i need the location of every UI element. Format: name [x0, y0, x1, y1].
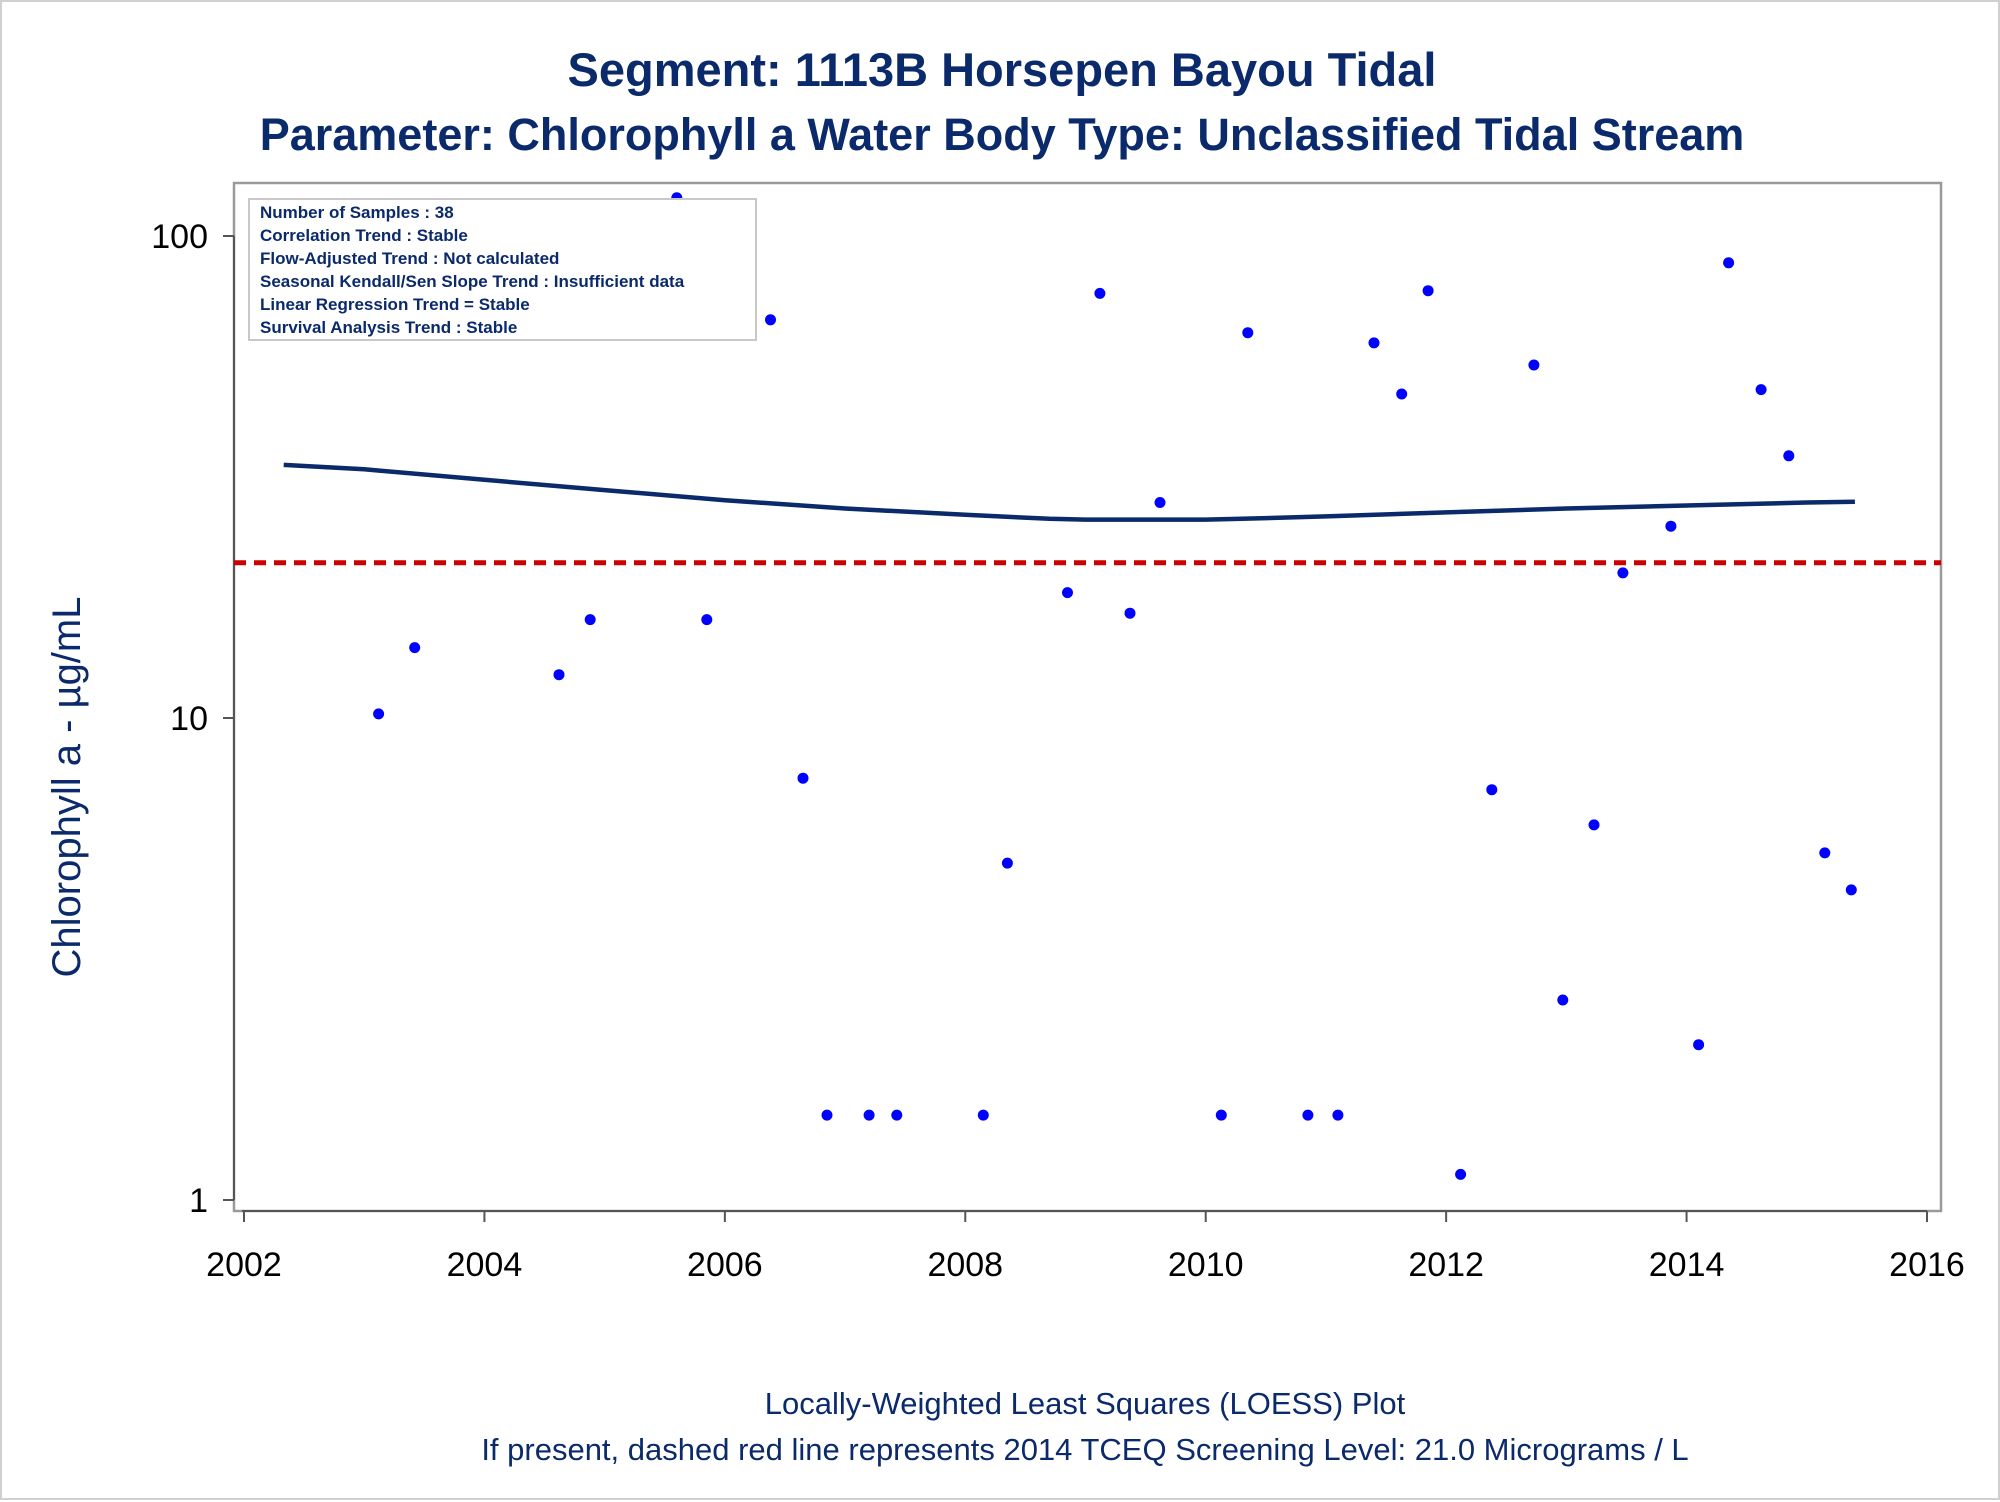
data-point [1215, 1109, 1227, 1121]
data-point [1486, 784, 1498, 796]
x-tick-label: 2012 [1408, 1246, 1484, 1284]
x-tick-label: 2016 [1889, 1246, 1965, 1284]
data-point [409, 642, 421, 654]
data-point [553, 669, 565, 681]
data-point [765, 314, 776, 326]
data-point [1693, 1039, 1705, 1051]
x-axis-ticks: 2002 2004 2006 2008 2010 2012 2014 2016 [206, 1211, 1965, 1284]
data-point [1557, 994, 1569, 1006]
info-line-samples: Number of Samples : 38 [260, 203, 454, 222]
data-point [1528, 359, 1540, 371]
data-point [821, 1109, 833, 1121]
x-tick-label: 2004 [447, 1246, 523, 1284]
data-point [1368, 337, 1380, 349]
data-point [863, 1109, 875, 1121]
info-line-correlation: Correlation Trend : Stable [260, 226, 468, 245]
data-point [584, 614, 596, 626]
data-point [1588, 819, 1600, 831]
x-tick-label: 2010 [1168, 1246, 1244, 1284]
data-point [1845, 884, 1857, 896]
data-point [977, 1109, 989, 1121]
info-line-flow-adjusted: Flow-Adjusted Trend : Not calculated [260, 249, 559, 268]
chart-subtitle: Parameter: Chlorophyll a Water Body Type… [260, 109, 1745, 160]
info-box: Number of Samples : 38 Correlation Trend… [248, 198, 757, 341]
data-point [1094, 287, 1106, 299]
data-point [1723, 257, 1735, 269]
data-point [1783, 450, 1795, 462]
data-point [1422, 285, 1434, 297]
loess-curve [283, 462, 1855, 522]
data-point [1396, 388, 1408, 400]
x-tick-label: 2006 [687, 1246, 763, 1284]
x-tick-label: 2002 [206, 1246, 282, 1284]
info-line-survival: Survival Analysis Trend : Stable [260, 318, 517, 337]
footnote-screening-level: If present, dashed red line represents 2… [481, 1432, 1688, 1467]
data-point [1455, 1168, 1467, 1180]
data-point [1819, 847, 1831, 859]
info-line-linear-regression: Linear Regression Trend = Stable [260, 295, 530, 314]
y-tick-label: 100 [151, 218, 208, 256]
data-point [1001, 857, 1013, 869]
data-point [1154, 497, 1166, 508]
data-point [797, 772, 809, 784]
data-point [1242, 327, 1254, 339]
chart-title: Segment: 1113B Horsepen Bayou Tidal [568, 43, 1437, 96]
footnote-loess: Locally-Weighted Least Squares (LOESS) P… [765, 1386, 1406, 1421]
data-point [1617, 567, 1629, 579]
data-point [891, 1109, 903, 1121]
info-box-frame [248, 198, 757, 341]
data-point [1124, 607, 1136, 619]
data-point [1755, 384, 1767, 396]
x-tick-label: 2014 [1649, 1246, 1725, 1284]
info-line-seasonal-kendall: Seasonal Kendall/Sen Slope Trend : Insuf… [260, 272, 685, 291]
y-axis-ticks: 1 10 100 [151, 218, 234, 1220]
data-point [1665, 520, 1677, 532]
y-axis-label: Chlorophyll a - µg/mL [45, 597, 89, 978]
y-tick-label: 1 [189, 1182, 208, 1220]
data-point [1302, 1109, 1314, 1121]
x-tick-label: 2008 [927, 1246, 1003, 1284]
data-point [1062, 587, 1073, 599]
data-point [373, 708, 385, 720]
y-tick-label: 10 [170, 700, 208, 738]
data-point [701, 614, 713, 626]
data-point [1332, 1109, 1344, 1121]
